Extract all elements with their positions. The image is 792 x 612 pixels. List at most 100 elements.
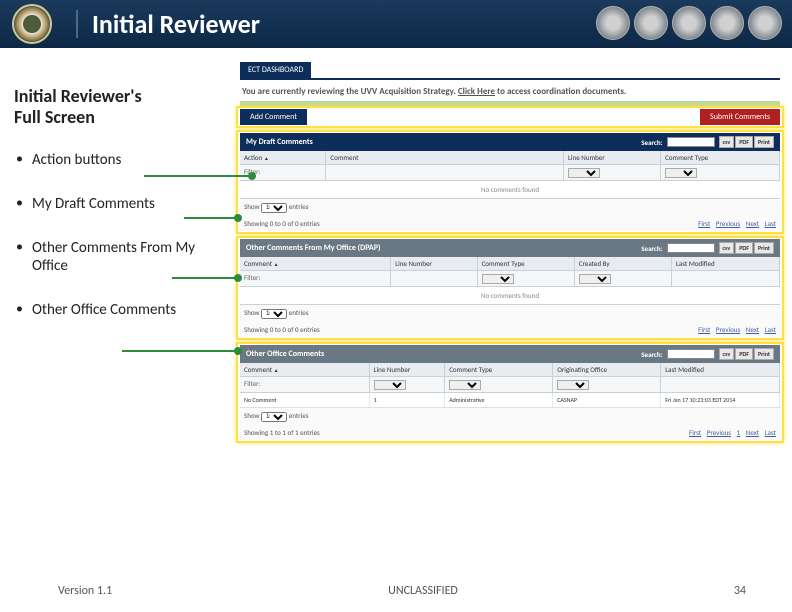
filter-select[interactable] <box>557 380 589 390</box>
bullet-item: Action buttons <box>14 151 230 169</box>
review-notice: You are currently reviewing the UVV Acqu… <box>240 80 780 101</box>
export-buttons: csv PDF Print <box>719 348 774 360</box>
cell-type: Administrative <box>445 393 553 407</box>
panel-title: Other Comments From My Office (DPAP) <box>246 243 381 253</box>
slide-header: Initial Reviewer <box>0 0 792 48</box>
pager: Show 10 entries <box>240 305 780 322</box>
pager-last[interactable]: Last <box>765 219 776 228</box>
office-comments-panel: Other Comments From My Office (DPAP) Sea… <box>240 239 780 337</box>
csv-button[interactable]: csv <box>719 242 735 254</box>
empty-message: No comments found <box>240 287 780 305</box>
green-strip <box>240 101 780 107</box>
pager-page1[interactable]: 1 <box>737 428 741 437</box>
add-comment-button[interactable]: Add Comment <box>240 109 307 125</box>
classification-label: UNCLASSIFIED <box>388 584 458 598</box>
ect-dashboard-tab[interactable]: ECT DASHBOARD <box>240 62 311 78</box>
search-label: Search: <box>641 244 662 253</box>
notice-text: to access coordination documents. <box>495 86 626 97</box>
pager-bottom: Showing 1 to 1 of 1 entries First Previo… <box>240 425 780 440</box>
entries-control: Show 10 entries <box>244 202 308 213</box>
branch-seals <box>596 6 782 40</box>
pager-bottom: Showing 0 to 0 of 0 entries First Previo… <box>240 322 780 337</box>
page-size-select[interactable]: 10 <box>261 412 287 422</box>
search-input[interactable] <box>667 243 715 253</box>
click-here-link[interactable]: Click Here <box>458 86 495 97</box>
seal-icon <box>710 6 744 40</box>
entries-control: Show 10 entries <box>244 308 308 319</box>
col-comment[interactable]: Comment ▲ <box>240 363 370 376</box>
filter-row: Filter: <box>240 271 780 287</box>
pager-links: First Previous Next Last <box>694 325 776 334</box>
col-type[interactable]: Comment Type <box>478 257 575 270</box>
bullet-item: My Draft Comments <box>14 195 230 213</box>
left-column: Initial Reviewer's Full Screen Action bu… <box>14 86 230 345</box>
pager-prev[interactable]: Previous <box>716 219 740 228</box>
table-row[interactable]: No Comment 1 Administrative CASNAP Fri J… <box>240 393 780 408</box>
col-modified[interactable]: Last Modified <box>661 363 780 376</box>
dod-seal-icon <box>12 4 52 44</box>
pager-first[interactable]: First <box>689 428 701 437</box>
col-modified[interactable]: Last Modified <box>672 257 780 270</box>
csv-button[interactable]: csv <box>719 136 735 148</box>
pager: Show 10 entries <box>240 199 780 216</box>
pager-next[interactable]: Next <box>746 428 759 437</box>
page-size-select[interactable]: 10 <box>261 203 287 213</box>
col-comment[interactable]: Comment <box>326 151 564 164</box>
pdf-button[interactable]: PDF <box>735 348 753 360</box>
action-buttons-row: Add Comment Submit Comments <box>240 109 780 125</box>
filter-select[interactable] <box>482 274 514 284</box>
seal-icon <box>596 6 630 40</box>
col-comment[interactable]: Comment ▲ <box>240 257 391 270</box>
search-label: Search: <box>641 350 662 359</box>
pager-prev[interactable]: Previous <box>707 428 731 437</box>
filter-label: Filter: <box>240 271 391 286</box>
range-text: Showing 0 to 0 of 0 entries <box>244 325 320 334</box>
print-button[interactable]: Print <box>754 348 774 360</box>
pdf-button[interactable]: PDF <box>735 242 753 254</box>
pager-links: First Previous Next Last <box>694 219 776 228</box>
search-input[interactable] <box>667 349 715 359</box>
col-action[interactable]: Action ▲ <box>240 151 326 164</box>
seal-icon <box>748 6 782 40</box>
submit-comments-button[interactable]: Submit Comments <box>700 109 780 125</box>
connector-line <box>172 277 240 279</box>
col-type[interactable]: Comment Type <box>661 151 780 164</box>
filter-select[interactable] <box>449 380 481 390</box>
pager-first[interactable]: First <box>698 325 710 334</box>
search-input[interactable] <box>667 137 715 147</box>
filter-select[interactable] <box>374 380 406 390</box>
filter-select[interactable] <box>568 168 600 178</box>
csv-button[interactable]: csv <box>719 348 735 360</box>
header-divider <box>76 10 78 38</box>
pdf-button[interactable]: PDF <box>735 136 753 148</box>
filter-select[interactable] <box>665 168 697 178</box>
col-line[interactable]: Line Number <box>370 363 446 376</box>
pager-next[interactable]: Next <box>746 325 759 334</box>
filter-select[interactable] <box>579 274 611 284</box>
pager-last[interactable]: Last <box>765 325 776 334</box>
pager-last[interactable]: Last <box>765 428 776 437</box>
range-text: Showing 1 to 1 of 1 entries <box>244 428 320 437</box>
print-button[interactable]: Print <box>754 136 774 148</box>
col-line[interactable]: Line Number <box>564 151 661 164</box>
search-group: Search: csv PDF Print <box>641 348 774 360</box>
other-office-panel: Other Office Comments Search: csv PDF Pr… <box>240 345 780 440</box>
pager-next[interactable]: Next <box>746 219 759 228</box>
filter-row: Filter: <box>240 377 780 393</box>
bullet-item: Other Comments From My Office <box>14 239 230 275</box>
seal-icon <box>672 6 706 40</box>
panel-title: My Draft Comments <box>246 137 313 147</box>
cell-line: 1 <box>370 393 446 407</box>
panel-header: My Draft Comments Search: csv PDF Print <box>240 133 780 151</box>
col-created[interactable]: Created By <box>575 257 672 270</box>
col-type[interactable]: Comment Type <box>445 363 553 376</box>
pager-prev[interactable]: Previous <box>716 325 740 334</box>
page-size-select[interactable]: 10 <box>261 309 287 319</box>
col-line[interactable]: Line Number <box>391 257 477 270</box>
pager-links: First Previous 1 Next Last <box>685 428 776 437</box>
panel-header: Other Comments From My Office (DPAP) Sea… <box>240 239 780 257</box>
app-screenshot: ECT DASHBOARD You are currently reviewin… <box>240 58 780 448</box>
print-button[interactable]: Print <box>754 242 774 254</box>
pager-first[interactable]: First <box>698 219 710 228</box>
col-office[interactable]: Originating Office <box>553 363 661 376</box>
